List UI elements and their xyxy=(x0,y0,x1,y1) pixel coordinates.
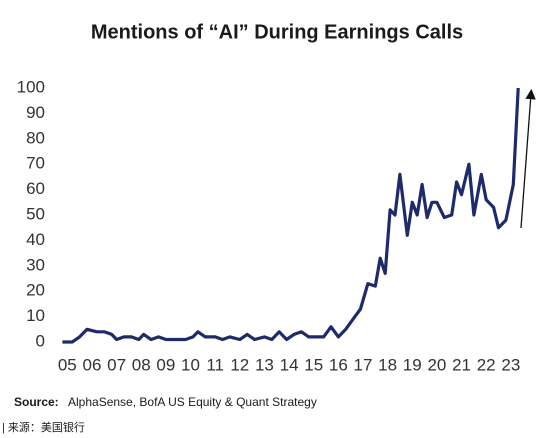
x-tick-label: 13 xyxy=(255,355,274,374)
x-tick-label: 15 xyxy=(304,355,323,374)
x-tick-label: 19 xyxy=(403,355,422,374)
footer: | 来源：美国银行 xyxy=(2,420,85,434)
x-tick-label: 14 xyxy=(280,355,299,374)
y-tick-label: 100 xyxy=(17,77,45,96)
line xyxy=(62,87,520,344)
x-tick-label: 22 xyxy=(477,355,496,374)
y-tick-label: 60 xyxy=(26,179,45,198)
x-tick-label: 16 xyxy=(329,355,348,374)
x-tick-label: 10 xyxy=(181,355,200,374)
x-tick-label: 07 xyxy=(107,355,126,374)
trend-arrow xyxy=(520,88,536,229)
x-tick-label: 21 xyxy=(452,355,471,374)
x-tick-label: 20 xyxy=(427,355,446,374)
x-tick-label: 06 xyxy=(82,355,101,374)
x-tick-label: 17 xyxy=(354,355,373,374)
y-tick-label: 90 xyxy=(26,103,45,122)
x-tick-label: 05 xyxy=(58,355,77,374)
y-tick-label: 70 xyxy=(26,154,45,173)
x-tick-label: 18 xyxy=(378,355,397,374)
y-tick-label: 10 xyxy=(26,306,45,325)
x-tick-label: 23 xyxy=(501,355,520,374)
y-tick-label: 40 xyxy=(26,230,45,249)
x-tick-label: 09 xyxy=(156,355,175,374)
y-tick-label: 50 xyxy=(26,204,45,223)
chart-title: Mentions of “AI” During Earnings Calls xyxy=(91,21,463,43)
x-tick-label: 12 xyxy=(230,355,249,374)
y-tick-label: 20 xyxy=(26,281,45,300)
y-tick-label: 0 xyxy=(36,331,45,350)
y-tick-label: 30 xyxy=(26,255,45,274)
x-tick-label: 08 xyxy=(132,355,151,374)
source: AlphaSense, BofA US Equity & Quant Strat… xyxy=(68,395,317,409)
source-label: Source: xyxy=(14,395,59,409)
y-tick-label: 80 xyxy=(26,128,45,147)
x-tick-label: 11 xyxy=(206,355,224,374)
